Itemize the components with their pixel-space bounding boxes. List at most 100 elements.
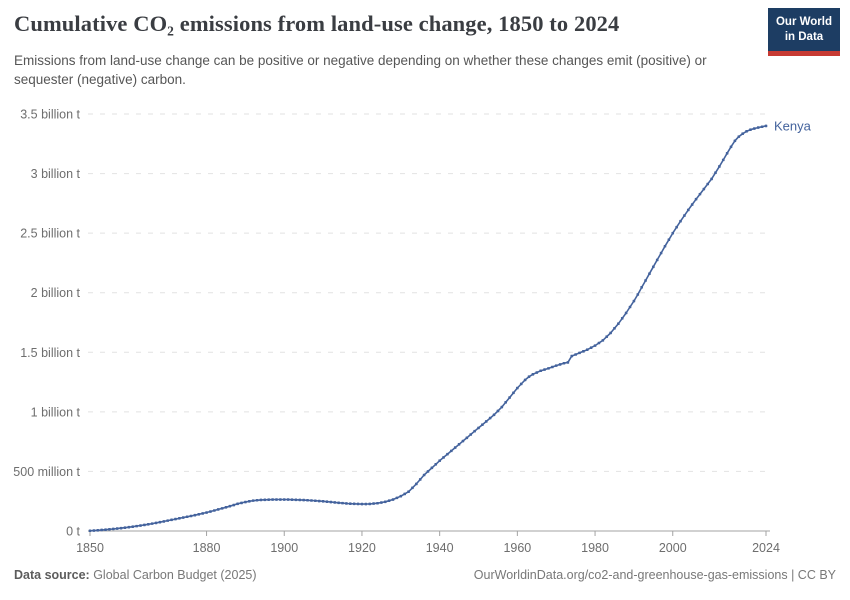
data-point-marker[interactable] xyxy=(209,510,212,513)
data-point-marker[interactable] xyxy=(477,426,480,430)
data-point-marker[interactable] xyxy=(690,203,694,206)
data-point-marker[interactable] xyxy=(356,502,360,506)
data-point-marker[interactable] xyxy=(372,502,375,505)
data-point-marker[interactable] xyxy=(667,238,671,241)
data-point-marker[interactable] xyxy=(193,513,197,517)
data-point-marker[interactable] xyxy=(473,429,476,433)
data-point-marker[interactable] xyxy=(314,499,317,503)
data-point-marker[interactable] xyxy=(166,519,170,522)
data-point-marker[interactable] xyxy=(450,449,453,453)
data-point-marker[interactable] xyxy=(240,501,243,505)
data-point-marker[interactable] xyxy=(504,401,508,404)
data-point-marker[interactable] xyxy=(131,525,135,528)
data-point-marker[interactable] xyxy=(368,502,372,506)
data-point-marker[interactable] xyxy=(178,517,181,520)
data-point-marker[interactable] xyxy=(123,526,127,529)
data-point-marker[interactable] xyxy=(364,502,368,506)
data-point-marker[interactable] xyxy=(710,177,713,181)
data-point-marker[interactable] xyxy=(154,521,158,525)
data-point-marker[interactable] xyxy=(644,279,647,282)
data-point-marker[interactable] xyxy=(115,527,119,530)
data-point-marker[interactable] xyxy=(531,373,535,376)
data-point-marker[interactable] xyxy=(679,219,682,223)
data-point-marker[interactable] xyxy=(500,405,504,409)
data-point-marker[interactable] xyxy=(391,498,395,501)
data-point-marker[interactable] xyxy=(617,322,620,325)
data-point-marker[interactable] xyxy=(737,135,741,138)
data-point-marker[interactable] xyxy=(648,272,651,275)
data-point-marker[interactable] xyxy=(578,351,581,355)
data-point-marker[interactable] xyxy=(112,527,115,531)
data-point-marker[interactable] xyxy=(566,361,570,364)
data-point-marker[interactable] xyxy=(216,508,220,511)
data-point-marker[interactable] xyxy=(92,529,96,532)
data-point-marker[interactable] xyxy=(352,502,356,506)
data-point-marker[interactable] xyxy=(189,514,193,518)
data-point-marker[interactable] xyxy=(333,501,337,504)
data-point-marker[interactable] xyxy=(213,509,216,512)
owid-url-link[interactable]: OurWorldinData.org/co2-and-greenhouse-ga… xyxy=(473,568,836,582)
data-point-marker[interactable] xyxy=(325,500,329,503)
data-point-marker[interactable] xyxy=(306,498,309,502)
owid-logo[interactable]: Our World in Data xyxy=(768,8,840,56)
data-point-marker[interactable] xyxy=(399,494,403,498)
data-point-marker[interactable] xyxy=(438,459,441,463)
data-point-marker[interactable] xyxy=(426,470,430,473)
data-point-marker[interactable] xyxy=(655,258,659,262)
data-point-marker[interactable] xyxy=(337,501,340,505)
data-point-marker[interactable] xyxy=(585,348,589,351)
data-point-marker[interactable] xyxy=(282,498,286,501)
data-point-marker[interactable] xyxy=(158,520,162,524)
data-point-marker[interactable] xyxy=(88,529,92,533)
data-point-marker[interactable] xyxy=(411,486,414,490)
data-point-marker[interactable] xyxy=(108,528,111,531)
data-point-marker[interactable] xyxy=(547,367,550,370)
data-point-marker[interactable] xyxy=(348,502,352,505)
data-point-marker[interactable] xyxy=(205,511,208,514)
data-point-marker[interactable] xyxy=(671,231,675,235)
data-point-marker[interactable] xyxy=(601,339,605,342)
data-point-marker[interactable] xyxy=(135,524,138,528)
data-point-marker[interactable] xyxy=(442,456,445,459)
data-point-marker[interactable] xyxy=(706,182,710,186)
data-point-marker[interactable] xyxy=(146,522,150,526)
data-point-marker[interactable] xyxy=(434,462,438,466)
data-point-marker[interactable] xyxy=(582,349,585,353)
data-point-marker[interactable] xyxy=(197,513,201,516)
data-point-marker[interactable] xyxy=(605,335,609,338)
data-point-marker[interactable] xyxy=(675,225,678,229)
data-point-marker[interactable] xyxy=(721,158,725,162)
data-point-marker[interactable] xyxy=(96,528,100,532)
data-point-marker[interactable] xyxy=(255,498,259,502)
data-point-marker[interactable] xyxy=(702,187,706,191)
data-point-marker[interactable] xyxy=(298,498,302,502)
data-point-marker[interactable] xyxy=(760,125,764,129)
data-point-marker[interactable] xyxy=(341,501,344,505)
data-point-marker[interactable] xyxy=(488,416,492,420)
data-point-marker[interactable] xyxy=(729,145,733,149)
data-point-marker[interactable] xyxy=(317,499,321,503)
data-point-marker[interactable] xyxy=(395,496,399,500)
data-point-marker[interactable] xyxy=(593,344,597,347)
data-point-marker[interactable] xyxy=(562,361,566,365)
data-point-marker[interactable] xyxy=(387,499,391,502)
data-point-marker[interactable] xyxy=(453,446,457,449)
data-point-marker[interactable] xyxy=(519,382,523,386)
data-point-marker[interactable] xyxy=(244,500,247,504)
data-point-marker[interactable] xyxy=(469,433,473,436)
data-point-marker[interactable] xyxy=(271,498,274,501)
data-point-marker[interactable] xyxy=(753,127,756,130)
data-point-marker[interactable] xyxy=(558,363,562,366)
data-point-marker[interactable] xyxy=(294,498,298,502)
data-point-marker[interactable] xyxy=(376,501,379,505)
data-point-marker[interactable] xyxy=(201,512,204,515)
data-point-marker[interactable] xyxy=(383,500,387,504)
data-point-marker[interactable] xyxy=(279,498,282,501)
data-point-marker[interactable] xyxy=(589,346,593,349)
data-point-marker[interactable] xyxy=(535,371,539,374)
data-point-marker[interactable] xyxy=(636,293,640,296)
data-point-marker[interactable] xyxy=(714,171,717,174)
series-layer[interactable]: Kenya xyxy=(88,118,812,533)
data-point-marker[interactable] xyxy=(446,452,449,456)
data-point-marker[interactable] xyxy=(418,478,422,481)
